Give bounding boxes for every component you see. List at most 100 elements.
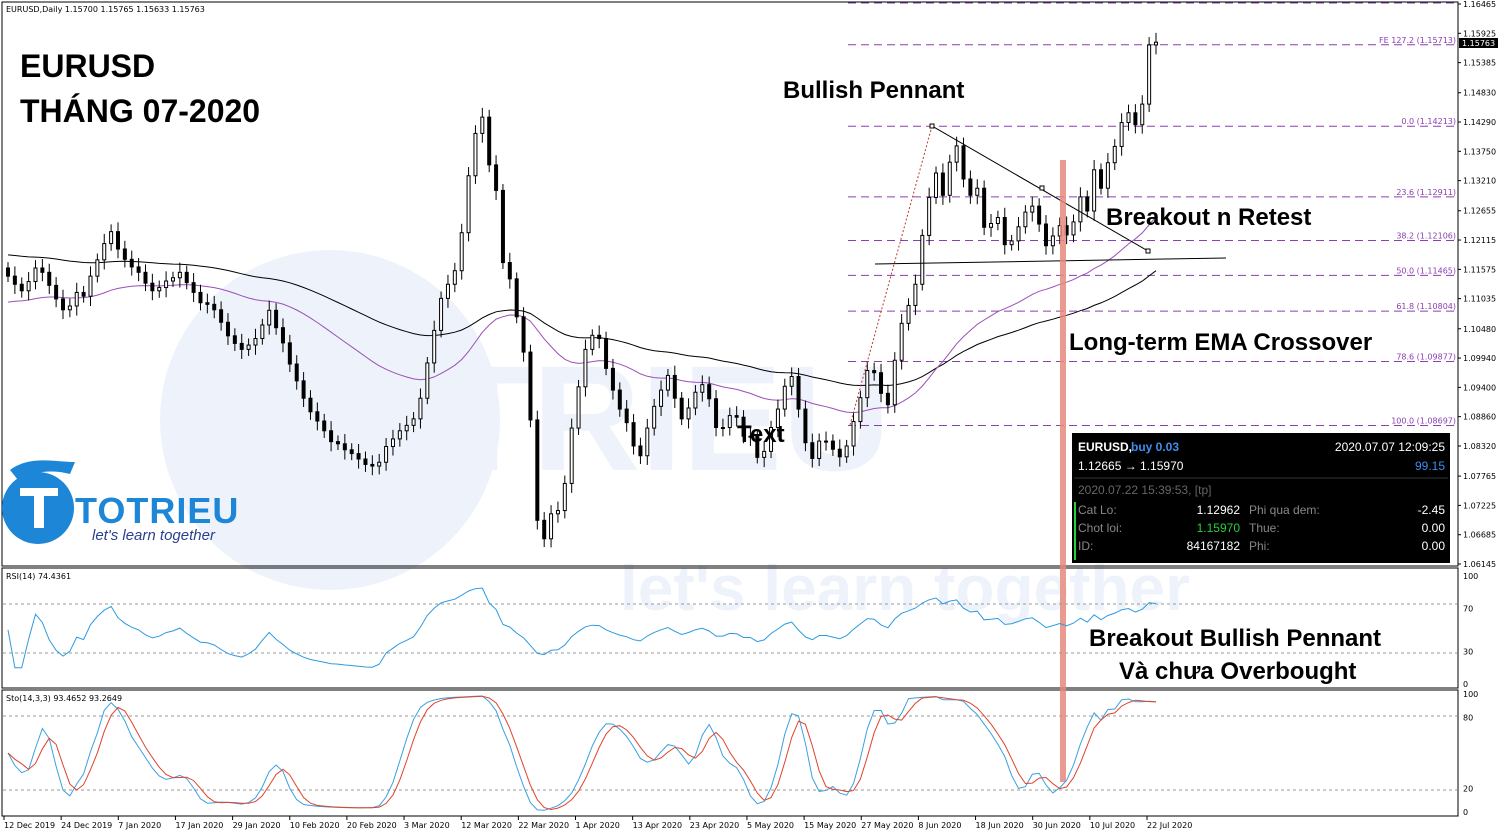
candle-body	[294, 363, 299, 382]
candle-body	[232, 335, 237, 344]
fib-level-label: 100.0 (1.08697)	[1391, 417, 1456, 426]
candle-body	[741, 416, 746, 437]
x-tick-label: 10 Jul 2020	[1090, 821, 1135, 830]
annotation-breakout-pennant-l2: Và chưa Overbought	[1119, 658, 1356, 685]
y-tick-label: 1.06685	[1463, 531, 1496, 540]
candle-body	[604, 338, 609, 369]
candle-body	[136, 266, 141, 273]
y-tick-label: 1.11035	[1463, 295, 1496, 304]
candle-body	[610, 367, 615, 391]
candle-body	[164, 280, 169, 289]
candle-body	[19, 283, 24, 292]
watermark-letters: TOTRIEU	[235, 334, 891, 502]
candle-body	[672, 374, 677, 399]
candle-body	[631, 422, 636, 447]
logo-name: TOTRIEU	[75, 490, 239, 531]
sto-y-tick-label: 80	[1463, 714, 1473, 723]
candle-body	[659, 389, 664, 407]
y-axis-rsi: 100 70 30 0	[1463, 572, 1478, 689]
x-tick-label: 27 May 2020	[861, 821, 913, 830]
sto-k-line	[7, 695, 1157, 811]
candle-body	[1016, 226, 1021, 242]
candle-body	[459, 232, 464, 272]
y-tick-label: 1.13750	[1463, 147, 1496, 156]
candle-body	[81, 291, 86, 297]
rsi-y-tick-label: 0	[1463, 680, 1468, 689]
trade-catlo-value: 1.12962	[1197, 503, 1241, 517]
y-tick-label: 1.12655	[1463, 207, 1496, 216]
candle-body	[1105, 162, 1110, 189]
annotation-breakout-pennant-l1: Breakout Bullish Pennant	[1089, 625, 1381, 652]
candle-body	[356, 453, 361, 460]
y-tick-label: 1.07225	[1463, 501, 1496, 510]
candle-body	[260, 324, 265, 340]
rsi-y-tick-label: 70	[1463, 604, 1473, 613]
x-tick-label: 20 Feb 2020	[347, 821, 397, 830]
sto-label: Sto(14,3,3) 93.4652 93.2649	[6, 694, 122, 703]
trade-thue-label: Thue:	[1249, 521, 1280, 535]
candle-body	[212, 303, 217, 311]
candle-body	[879, 372, 884, 394]
x-tick-label: 3 Mar 2020	[404, 821, 450, 830]
x-tick-label: 5 May 2020	[747, 821, 794, 830]
candle-body	[521, 316, 526, 353]
x-tick-label: 22 Jul 2020	[1147, 821, 1192, 830]
candle-body	[920, 234, 925, 285]
candle-body	[851, 421, 856, 447]
candle-body	[927, 196, 932, 236]
candle-body	[425, 362, 430, 399]
sto-panel-frame	[1, 689, 1459, 817]
candle-body	[480, 116, 485, 134]
candle-body	[60, 298, 65, 311]
candle-body	[1112, 145, 1117, 164]
annotation-ema-crossover: Long-term EMA Crossover	[1069, 329, 1372, 356]
logo-flame-icon	[10, 460, 75, 480]
rsi-y-tick-label: 30	[1463, 648, 1473, 657]
trade-panel-bg	[1072, 433, 1450, 563]
fib-level-label: 78.6 (1.09877)	[1396, 352, 1456, 361]
candle-body	[1140, 103, 1145, 126]
candle-body	[934, 172, 939, 198]
trade-chotloi-value: 1.15970	[1197, 521, 1241, 535]
candle-body	[727, 415, 732, 429]
trade-phiquadem-label: Phi qua dem:	[1249, 503, 1320, 517]
sto-d-line	[7, 695, 1157, 811]
x-tick-label: 7 Jan 2020	[118, 821, 161, 830]
trade-order: buy 0.03	[1131, 440, 1179, 454]
candle-body	[1078, 196, 1083, 223]
candle-body	[1044, 223, 1049, 247]
candle-body	[26, 281, 31, 292]
candle-body	[184, 271, 189, 284]
candle-body	[274, 309, 279, 329]
candle-body	[569, 427, 574, 484]
trade-accent-bar	[1074, 502, 1076, 560]
sto-y-tick-label: 20	[1463, 784, 1473, 793]
x-axis: 12 Dec 2019 24 Dec 2019 7 Jan 2020 17 Jan 2…	[3, 816, 1192, 830]
candle-body	[686, 407, 691, 420]
candle-body	[837, 448, 842, 458]
candle-body	[542, 519, 547, 540]
candle-body	[487, 116, 492, 166]
candle-body	[940, 172, 945, 196]
candle-body	[549, 513, 554, 540]
trade-datetime: 2020.07.07 12:09:25	[1335, 440, 1445, 454]
chart-title-line2: THÁNG 07-2020	[20, 93, 260, 129]
candle-body	[700, 384, 705, 393]
candle-body	[1050, 235, 1055, 247]
y-tick-label: 1.11575	[1463, 265, 1496, 274]
candle-body	[762, 450, 767, 458]
candle-body	[590, 334, 595, 350]
fib-level-label: 50.0 (1.11465)	[1396, 266, 1456, 275]
annotation-bullish-pennant: Bullish Pennant	[783, 77, 964, 104]
ema-fast-line	[7, 216, 1157, 414]
y-tick-label: 1.08860	[1463, 413, 1496, 422]
candle-body	[844, 445, 849, 458]
candle-body	[1133, 112, 1138, 126]
x-tick-label: 12 Mar 2020	[461, 821, 512, 830]
y-tick-label: 1.09940	[1463, 354, 1496, 363]
rsi-indicator	[3, 587, 1457, 669]
candle-body	[329, 430, 334, 443]
pennant-lines	[849, 123, 1227, 426]
trade-panel: EURUSD, buy 0.03 2020.07.07 12:09:25 1.1…	[1072, 433, 1450, 563]
x-tick-label: 22 Mar 2020	[518, 821, 569, 830]
